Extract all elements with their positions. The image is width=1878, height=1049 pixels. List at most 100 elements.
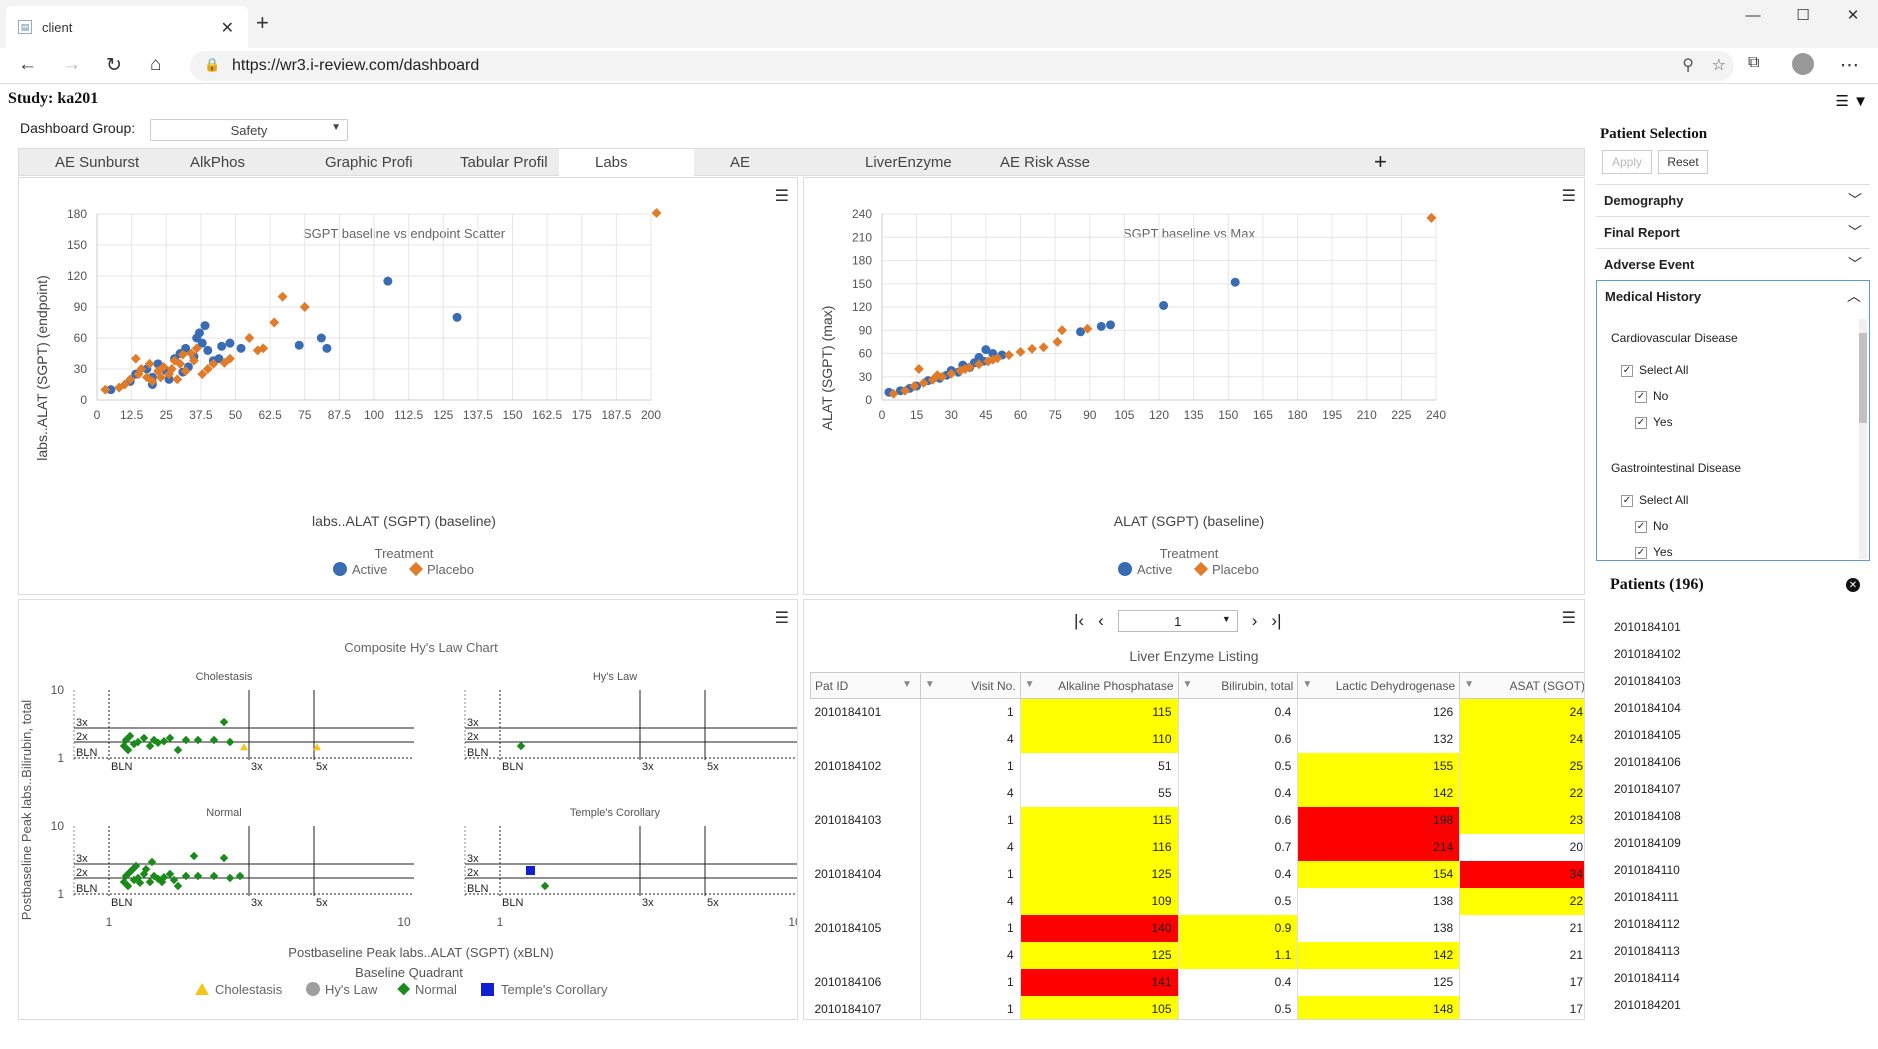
no-checkbox[interactable]: ✓ No (1635, 389, 1669, 403)
data-point-placebo[interactable] (219, 357, 230, 368)
data-point-placebo[interactable] (208, 358, 219, 369)
tab-alkphos[interactable]: AlkPhos (190, 154, 246, 171)
data-point-normal[interactable] (209, 871, 219, 881)
patient-item[interactable]: 2010184109 (1614, 836, 1681, 850)
table-row[interactable]: 4 109 0.5 138 22 (810, 887, 1584, 915)
data-point-placebo[interactable] (1038, 342, 1049, 353)
forward-icon[interactable]: → (62, 54, 81, 75)
data-point-active[interactable] (236, 343, 246, 353)
data-point-active[interactable] (452, 312, 462, 322)
data-point-placebo[interactable] (1057, 325, 1067, 336)
panel-menu-icon[interactable]: ☰ (774, 188, 789, 205)
filter-icon[interactable]: ▼ (924, 678, 935, 690)
accordion-final-report[interactable]: Final Report ﹀ (1596, 216, 1870, 246)
data-point-placebo[interactable] (177, 349, 188, 360)
hamburger-icon[interactable]: ☰ (1835, 93, 1849, 110)
data-point-placebo[interactable] (144, 358, 155, 369)
data-point-placebo[interactable] (155, 372, 166, 383)
table-row[interactable]: 2010184101 1 115 0.4 126 24 (810, 698, 1584, 726)
patient-item[interactable]: 2010184106 (1614, 755, 1681, 769)
add-tab-icon[interactable]: + (1374, 149, 1387, 174)
next-page-icon[interactable]: › (1251, 611, 1258, 630)
no-checkbox[interactable]: ✓ No (1635, 519, 1669, 533)
table-row[interactable]: 2010184107 1 105 0.5 148 17 (810, 995, 1584, 1019)
close-tab-icon[interactable]: ✕ (220, 20, 234, 37)
data-point-placebo[interactable] (130, 353, 141, 364)
tab-ae[interactable]: AE (730, 154, 751, 171)
tab-liverenzyme[interactable]: LiverEnzyme (865, 154, 952, 171)
filter-icon[interactable]: ▼ (1464, 678, 1475, 690)
data-point-placebo[interactable] (244, 333, 255, 343)
data-point-placebo[interactable] (147, 376, 158, 387)
data-point-cholestasis[interactable] (240, 743, 248, 751)
data-point-cholestasis[interactable] (313, 743, 321, 751)
data-point-active[interactable] (194, 328, 204, 338)
maximize-icon[interactable]: ☐ (1796, 7, 1810, 24)
prev-page-icon[interactable]: ‹ (1098, 611, 1104, 630)
data-point-placebo[interactable] (100, 384, 111, 395)
table-row[interactable]: 2010184104 1 125 0.4 154 34 (810, 860, 1584, 888)
data-point-placebo[interactable] (269, 317, 280, 328)
data-point-placebo[interactable] (158, 361, 169, 372)
legend-normal[interactable]: Normal (415, 982, 457, 997)
first-page-icon[interactable]: |‹ (1074, 611, 1085, 630)
patient-item[interactable]: 2010184103 (1614, 674, 1681, 688)
data-point-normal[interactable] (540, 881, 550, 891)
data-point-placebo[interactable] (125, 374, 136, 385)
data-point-placebo[interactable] (189, 355, 199, 366)
patient-item[interactable]: 2010184201 (1614, 998, 1681, 1012)
data-point-active[interactable] (1230, 277, 1240, 287)
patient-item[interactable]: 2010184113 (1614, 944, 1680, 958)
data-point-placebo[interactable] (1004, 350, 1014, 360)
legend-cholestasis[interactable]: Cholestasis (215, 982, 283, 997)
data-point-placebo[interactable] (1052, 336, 1063, 347)
tab-tabular-profile[interactable]: Tabular Profil (460, 154, 548, 171)
column-header[interactable]: ▼ Bilirubin, total (1177, 672, 1299, 699)
table-row[interactable]: 4 110 0.6 132 24 (810, 725, 1584, 753)
panel-menu-icon[interactable]: ☰ (774, 610, 789, 627)
data-point-normal[interactable] (147, 857, 157, 867)
page-select[interactable]: 1 ▼ (1117, 610, 1238, 632)
data-point-active[interactable] (106, 385, 116, 395)
data-point-normal[interactable] (209, 735, 219, 745)
data-point-active[interactable] (316, 333, 326, 343)
more-icon[interactable]: ⋯ (1840, 55, 1859, 76)
legend-temple[interactable]: Temple's Corollary (501, 982, 608, 997)
data-point-active[interactable] (214, 354, 224, 364)
data-point-placebo[interactable] (946, 368, 957, 379)
scrollbar[interactable] (1859, 319, 1867, 559)
data-point-active[interactable] (164, 374, 174, 384)
collections-icon[interactable]: ⧉ (1748, 54, 1760, 71)
data-point-normal[interactable] (181, 735, 191, 745)
last-page-icon[interactable]: ›| (1271, 611, 1282, 630)
data-point-placebo[interactable] (932, 370, 943, 381)
browser-tab[interactable]: ▤ client ✕ (6, 6, 248, 48)
data-point-placebo[interactable] (913, 364, 924, 374)
data-point-placebo[interactable] (180, 366, 191, 377)
filter-icon[interactable]: ▼ (1024, 678, 1035, 690)
data-point-active[interactable] (981, 345, 991, 355)
data-point-active[interactable] (1106, 320, 1116, 330)
table-row[interactable]: 2010184106 1 141 0.4 125 17 (810, 968, 1584, 996)
filter-icon[interactable]: ▼ (1182, 678, 1193, 690)
table-row[interactable]: 4 116 0.7 214 20 (810, 833, 1584, 861)
close-icon[interactable]: ✕ (1846, 578, 1860, 592)
tab-ae-risk[interactable]: AE Risk Asse (1000, 154, 1091, 171)
table-row[interactable]: 2010184105 1 140 0.9 138 21 (810, 914, 1584, 942)
table-row[interactable]: 2010184102 1 51 0.5 155 25 (810, 752, 1584, 780)
filter-icon[interactable]: ▼ (1853, 93, 1868, 110)
column-header[interactable]: ▼ Visit No. (919, 672, 1021, 699)
data-point-active[interactable] (294, 340, 304, 350)
data-point-normal[interactable] (193, 735, 203, 745)
patient-item[interactable]: 2010184107 (1614, 782, 1681, 796)
data-point-normal[interactable] (219, 717, 229, 727)
new-tab-icon[interactable]: + (256, 10, 269, 35)
patient-item[interactable]: 2010184114 (1614, 971, 1680, 985)
data-point-normal[interactable] (219, 853, 229, 863)
data-point-active[interactable] (322, 343, 332, 353)
patient-item[interactable]: 2010184104 (1614, 701, 1681, 715)
data-point-normal[interactable] (153, 738, 163, 748)
patient-item[interactable]: 2010184105 (1614, 728, 1681, 742)
refresh-icon[interactable]: ↻ (106, 55, 122, 76)
accordion-demography[interactable]: Demography ﹀ (1596, 184, 1870, 214)
